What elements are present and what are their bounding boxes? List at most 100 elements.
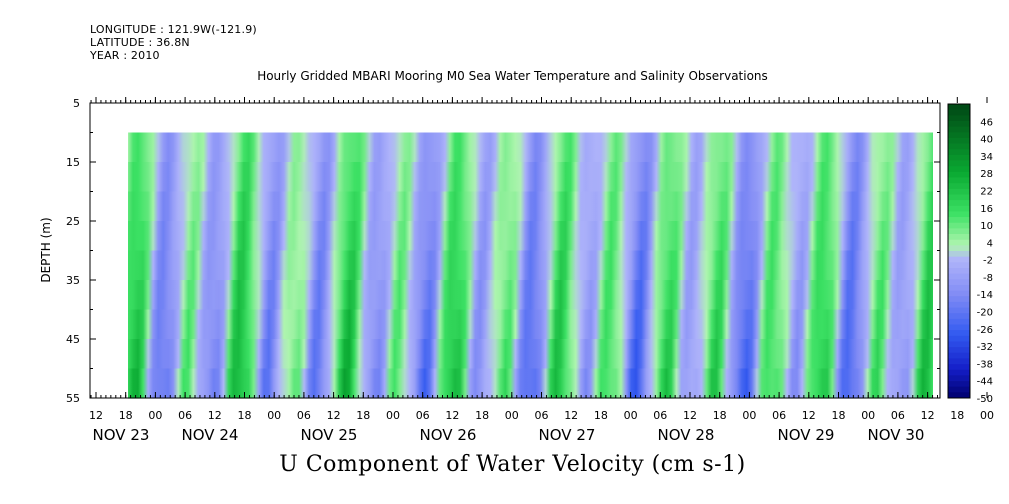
x-hour-label: 00 [386,409,400,422]
colorbar-cell [948,335,970,342]
colorbar-cell [948,104,970,111]
colorbar-cell [948,154,970,161]
x-hour-label: 18 [594,409,608,422]
colorbar-cell [948,115,970,122]
heatmap-band [128,280,933,311]
x-hour-label: 18 [832,409,846,422]
x-date-label: NOV 25 [301,426,358,444]
x-hour-label: 06 [891,409,905,422]
colorbar-label: 22 [980,186,993,197]
colorbar-label: 4 [987,238,993,249]
x-hour-label: 12 [208,409,222,422]
x-hour-label: 00 [267,409,281,422]
colorbar-cell [948,330,970,337]
heatmap-band [128,191,933,222]
colorbar-cell [948,149,970,156]
colorbar-label: -38 [977,359,993,370]
heatmap-band [128,162,933,193]
colorbar-cell [948,205,970,212]
colorbar-label: 16 [980,204,993,215]
colorbar-cell [948,177,970,184]
x-hour-label: 00 [861,409,875,422]
x-hour-label: 18 [238,409,252,422]
colorbar-cell [948,279,970,286]
colorbar-cell [948,222,970,229]
colorbar-cell [948,301,970,308]
colorbar-cell [948,392,970,399]
colorbar-cell [948,120,970,128]
x-date-label: NOV 27 [539,426,596,444]
colorbar-cell [948,358,970,365]
x-date-label: NOV 24 [182,426,239,444]
x-hour-label: 18 [950,409,964,422]
colorbar-label: 34 [980,152,993,163]
y-axis-label: DEPTH (m) [39,217,53,282]
colorbar-cell [948,143,970,150]
colorbar-cell [948,217,970,224]
colorbar-cell [948,200,970,207]
chart-title: Hourly Gridded MBARI Mooring M0 Sea Wate… [257,69,768,83]
y-tick-label: 55 [66,392,80,405]
colorbar-cell [948,109,970,116]
y-tick-label: 35 [66,274,80,287]
heatmap-band [128,132,933,163]
colorbar-label: -26 [977,325,993,336]
colorbar-label: 28 [980,169,993,180]
x-date-label: NOV 30 [868,426,925,444]
x-hour-label: 12 [445,409,459,422]
colorbar-cell [948,194,970,201]
heatmap-band [128,339,933,370]
colorbar-label: -50 [977,394,993,405]
colorbar-cell [948,313,970,320]
colorbar-cell [948,126,970,133]
colorbar-frame [947,103,971,399]
colorbar-cell [948,239,970,246]
x-hour-label: 00 [742,409,756,422]
colorbar-cell [948,341,970,348]
colorbar-cell [948,132,970,139]
colorbar-cell [948,347,970,354]
colorbar-cell [948,296,970,303]
x-hour-label: 00 [148,409,162,422]
colorbar-label: 46 [980,117,993,128]
colorbar-cell [948,188,970,195]
x-hour-label: 12 [921,409,935,422]
colorbar-cell [948,211,970,218]
x-hour-label: 12 [89,409,103,422]
x-hour-label: 06 [772,409,786,422]
x-hour-label: 06 [653,409,667,422]
y-tick-label: 5 [73,97,80,110]
colorbar-cell [948,256,970,263]
colorbar-cell [948,284,970,291]
x-axis-label: U Component of Water Velocity (cm s-1) [279,452,746,477]
colorbar-label: -8 [983,273,993,284]
colorbar-cell [948,369,970,376]
x-hour-label: 12 [564,409,578,422]
x-hour-label: 00 [624,409,638,422]
x-hour-label: 06 [178,409,192,422]
colorbar-label: -32 [977,342,993,353]
x-hour-label: 18 [713,409,727,422]
colorbar-label: -14 [977,290,993,301]
x-hour-label: 18 [356,409,370,422]
latitude-label: LATITUDE : 36.8N [90,36,190,49]
colorbar-label: -20 [977,308,993,319]
colorbar-cell [948,234,970,241]
colorbar-cell [948,375,970,382]
colorbar-cell [948,160,970,167]
colorbar-cell [948,364,970,371]
colorbar-cell [948,307,970,314]
colorbar-label: -44 [977,377,993,388]
x-hour-label: 18 [475,409,489,422]
colorbar-cell [948,262,970,269]
colorbar-cell [948,166,970,173]
colorbar-cell [948,245,970,252]
colorbar-cell [948,251,970,258]
colorbar-cell [948,381,970,388]
heatmap-band [128,221,933,252]
x-hour-label: 00 [980,409,994,422]
x-date-label: NOV 23 [93,426,150,444]
colorbar-cell [948,171,970,178]
year-label: YEAR : 2010 [90,49,160,62]
